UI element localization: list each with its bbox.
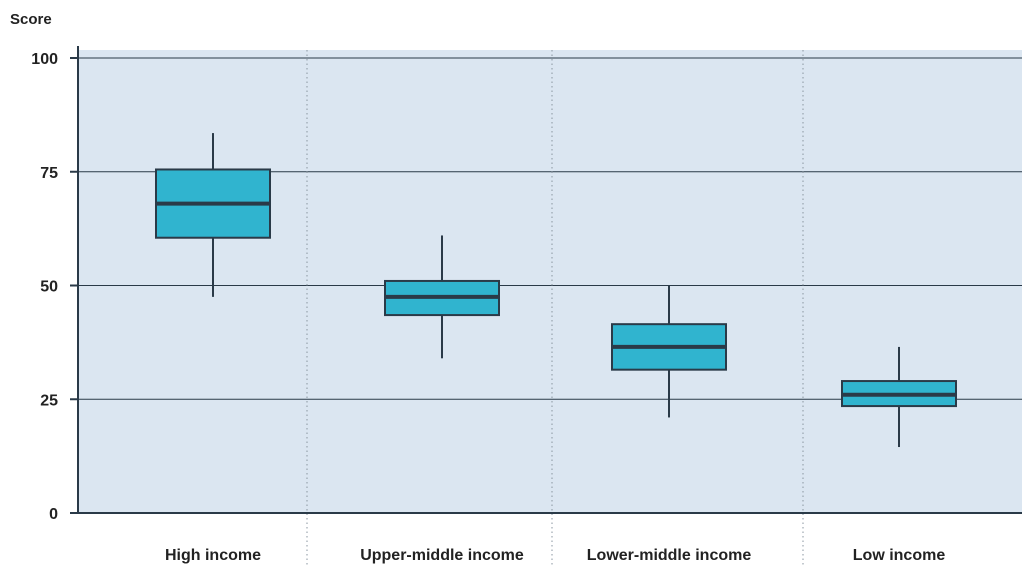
box-lower-middle-income bbox=[611, 285, 727, 418]
y-tick-label-100: 100 bbox=[31, 51, 58, 68]
x-category-label-low-income: Low income bbox=[853, 547, 946, 564]
y-tick-label-50: 50 bbox=[40, 279, 58, 296]
x-category-label-high-income: High income bbox=[165, 547, 261, 564]
y-tick-labels: 0 25 50 75 100 bbox=[31, 51, 78, 523]
box-upper-middle-income bbox=[384, 235, 500, 359]
x-category-label-lower-middle-income: Lower-middle income bbox=[587, 547, 752, 564]
y-tick-label-25: 25 bbox=[40, 392, 58, 409]
box-low-income bbox=[841, 346, 957, 448]
y-tick-label-0: 0 bbox=[49, 506, 58, 523]
x-category-labels: High income Upper-middle income Lower-midd… bbox=[165, 547, 945, 564]
box-high-income bbox=[155, 133, 271, 297]
category-separators bbox=[306, 50, 804, 567]
box-series bbox=[155, 133, 957, 448]
y-tick-label-75: 75 bbox=[40, 165, 58, 182]
x-category-label-upper-middle-income: Upper-middle income bbox=[360, 547, 524, 564]
y-axis-title: Score bbox=[10, 11, 52, 28]
plot-background bbox=[78, 50, 1022, 513]
